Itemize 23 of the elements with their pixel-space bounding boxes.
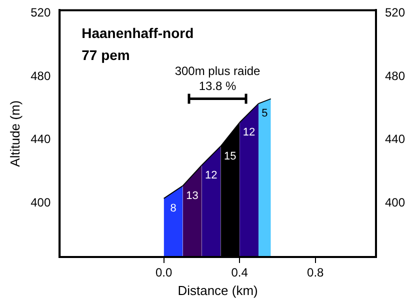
annotation: 13 <box>186 190 198 202</box>
x-tick-label: 0.0 <box>155 266 172 280</box>
annotation: 12 <box>205 169 218 182</box>
y-tick-label: 400 <box>30 196 51 210</box>
x-tick-label: 0.8 <box>307 266 324 280</box>
x-tick-label: 0.4 <box>231 266 248 280</box>
annotation: 5 <box>262 108 268 120</box>
annotation: 12 <box>242 126 256 139</box>
annotation: 8 <box>170 202 176 214</box>
annotation: 13.8 % <box>198 79 237 94</box>
annotation: 15 <box>224 150 236 162</box>
annotation: 300m plus raide <box>174 64 261 78</box>
y2-tick-label: 440 <box>384 132 406 146</box>
x-axis-title: Distance (km) <box>178 282 258 298</box>
y2-tick-label: 520 <box>384 6 406 20</box>
y-tick-label: 520 <box>30 6 51 20</box>
y-axis-title: Altitude (m) <box>7 100 22 167</box>
text: Haanenhaff-nord <box>82 25 194 42</box>
y-tick-label: 480 <box>30 68 51 83</box>
y2-tick-label: 400 <box>384 196 406 210</box>
y2-tick-label: 480 <box>384 68 406 83</box>
text: 77 pem <box>82 47 130 64</box>
y-tick-label: 440 <box>30 132 51 146</box>
